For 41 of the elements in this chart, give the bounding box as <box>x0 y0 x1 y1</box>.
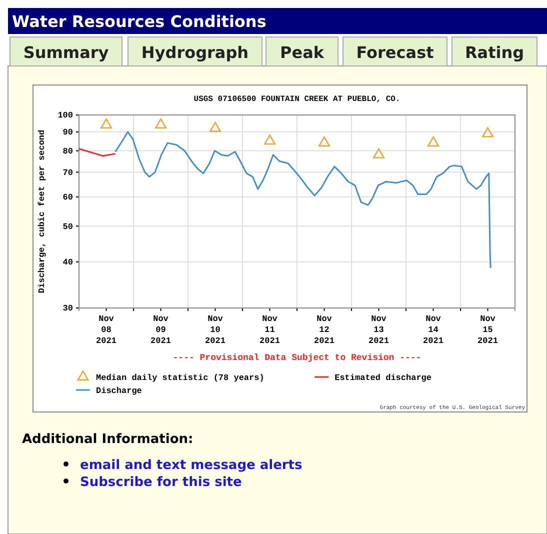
x-tick-label: Nov 09 2021 <box>150 314 171 346</box>
y-tick-label: 70 <box>62 168 73 178</box>
chart-title: USGS 07106500 FOUNTAIN CREEK AT PUEBLO, CO. <box>194 95 400 104</box>
legend-label: Discharge <box>96 386 142 396</box>
text: Hydrograph <box>141 43 249 62</box>
text: ---- Provisional Data Subject to Revision ---- <box>172 353 422 363</box>
x-tick-label: Nov 10 2021 <box>205 314 226 346</box>
text: Summary <box>23 43 110 62</box>
point <box>210 122 221 132</box>
x-tick-label: Nov 14 2021 <box>423 314 444 346</box>
text: Peak <box>280 43 324 62</box>
point <box>318 136 330 147</box>
text: Additional Information: <box>22 432 194 447</box>
legend-label: Median daily statistic (78 years) <box>96 373 264 383</box>
point <box>264 134 276 145</box>
point <box>155 118 166 129</box>
point <box>100 118 112 129</box>
y-tick-label: 60 <box>62 192 73 203</box>
x-tick-label: Nov 08 2021 <box>96 314 116 346</box>
y-tick-label: 50 <box>62 222 73 232</box>
y-tick-label: 30 <box>62 304 73 314</box>
y-tick-label: 90 <box>62 128 73 138</box>
line-series <box>78 148 116 157</box>
text: Forecast <box>356 43 434 62</box>
text: email and text message alerts <box>80 458 303 473</box>
point <box>373 148 384 158</box>
x-tick-label: Nov 11 2021 <box>260 314 280 346</box>
y-tick-label: 100 <box>58 110 73 121</box>
text: Subscribe for this site <box>80 475 242 490</box>
text: Water Resources Conditions <box>12 12 266 31</box>
x-tick-label: Nov 13 2021 <box>368 314 389 346</box>
y-tick-label: 80 <box>62 146 73 156</box>
x-tick-label: Nov 12 2021 <box>314 314 334 346</box>
y-axis-title: Discharge, cubic feet per second <box>37 130 47 294</box>
text: Rating <box>464 43 524 62</box>
point <box>428 136 439 147</box>
y-tick-label: 40 <box>62 258 73 268</box>
x-tick-label: Nov 15 2021 <box>478 314 498 346</box>
point <box>482 127 494 138</box>
line-series <box>114 131 492 269</box>
legend-label: Estimated discharge <box>334 373 432 383</box>
